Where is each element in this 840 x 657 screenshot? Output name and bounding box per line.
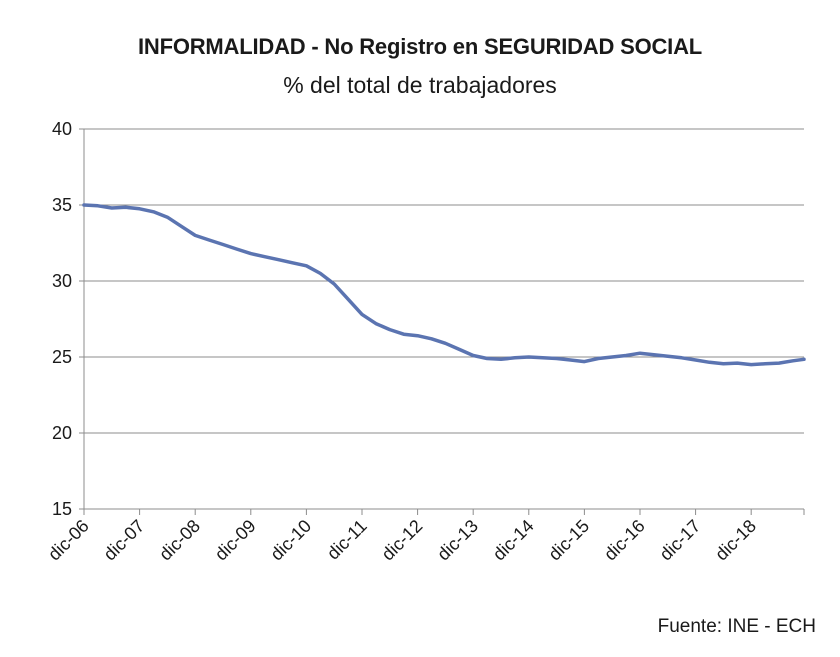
y-tick-label: 40 [52, 119, 72, 139]
x-tick-label: dic-17 [656, 516, 705, 565]
chart-subtitle: % del total de trabajadores [283, 72, 557, 98]
y-tick-label: 15 [52, 499, 72, 519]
x-tick-label: dic-15 [544, 516, 593, 565]
x-tick-label: dic-11 [323, 516, 371, 564]
x-tick-label: dic-12 [378, 516, 427, 565]
x-axis-ticks: dic-06 dic-07 dic-08 dic-09 dic-10 dic-11 dic-… [44, 509, 805, 565]
x-tick-label: dic-07 [100, 516, 149, 565]
y-tick-label: 25 [52, 347, 72, 367]
y-axis-ticks: 15 20 25 30 35 40 [52, 119, 84, 519]
series-group [82, 203, 806, 367]
y-tick-label: 20 [52, 423, 72, 443]
x-tick-label: dic-06 [44, 516, 93, 565]
x-tick-label: dic-13 [433, 516, 482, 565]
x-tick-label: dic-14 [489, 516, 538, 565]
x-tick-label: dic-09 [211, 516, 260, 565]
chart-title: INFORMALIDAD - No Registro en SEGURIDAD … [137, 34, 703, 59]
axes [83, 129, 804, 510]
x-tick-label: dic-10 [266, 516, 315, 565]
y-tick-label: 35 [52, 195, 72, 215]
x-tick-label: dic-08 [155, 516, 204, 565]
series-line [82, 203, 806, 367]
x-tick-label: dic-16 [600, 516, 649, 565]
source-note: Fuente: INE - ECH [657, 616, 816, 637]
gridlines [84, 128, 804, 434]
x-tick-label: dic-18 [711, 516, 760, 565]
y-tick-label: 30 [52, 271, 72, 291]
